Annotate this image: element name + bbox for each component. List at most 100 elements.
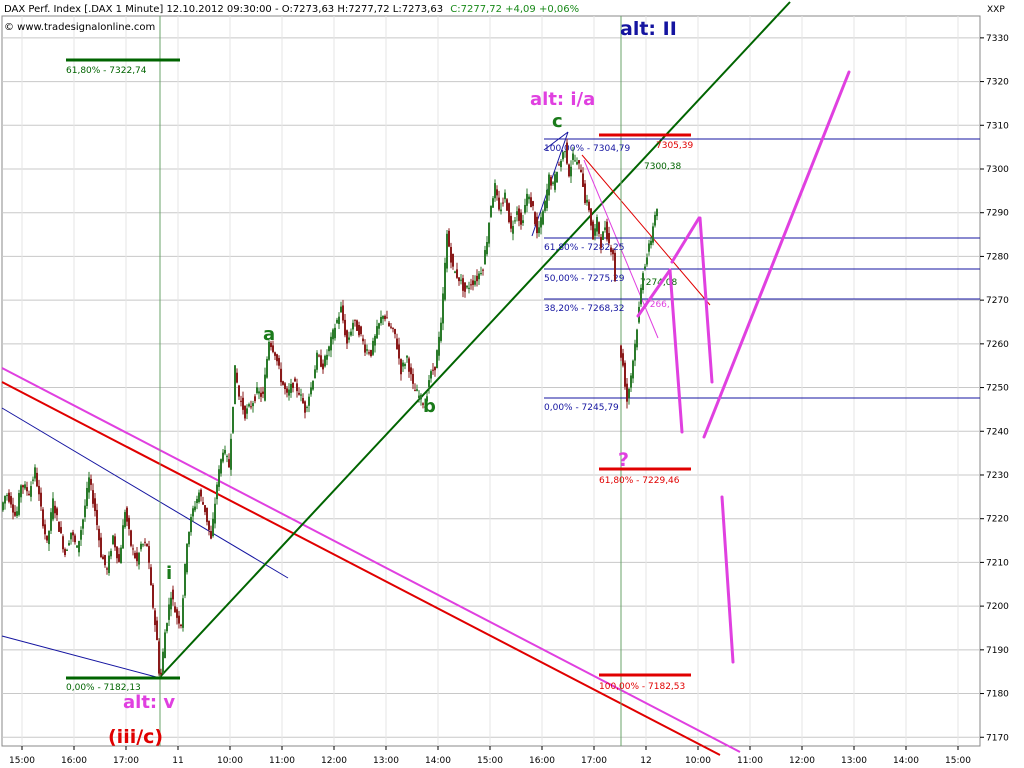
x-tick-label: 12:00: [321, 756, 347, 766]
candle-body: [160, 672, 162, 675]
candle-body: [462, 278, 464, 291]
candle-body: [524, 204, 526, 213]
candle-body: [152, 584, 154, 608]
x-tick-label: 14:00: [425, 756, 451, 766]
candle-body: [208, 520, 210, 530]
candle-body: [520, 212, 522, 225]
candle-body: [178, 615, 180, 624]
candle-body: [368, 352, 370, 354]
axis-unit-label: XXP: [987, 5, 1005, 15]
candle-body: [112, 535, 114, 545]
candle-body: [590, 208, 592, 226]
y-tick-label: 7170: [986, 733, 1009, 743]
candle-body: [56, 508, 58, 516]
y-tick-label: 7220: [986, 515, 1009, 525]
candle-body: [322, 363, 324, 370]
candle-body: [644, 266, 646, 269]
candle-body: [416, 389, 418, 391]
candle-body: [132, 548, 134, 550]
blue-triangle-top: [543, 131, 569, 151]
candle-body: [414, 390, 416, 392]
candle-body: [92, 490, 94, 504]
fib-blue-0-label: 0,00% - 7245,79: [544, 403, 619, 413]
candle-body: [378, 323, 380, 329]
candle-body: [172, 589, 174, 600]
fib-green-61-label: 61,80% - 7322,74: [66, 66, 147, 76]
candle-body: [424, 406, 426, 408]
fib-blue-100-label: 100,00% - 7304,79: [544, 144, 631, 154]
candle-body: [360, 326, 362, 335]
candle-body: [274, 352, 276, 356]
wave-label-c: c: [552, 111, 563, 132]
candle-body: [558, 164, 560, 166]
candle-body: [340, 306, 342, 313]
candle-body: [574, 160, 576, 162]
candle-body: [580, 169, 582, 173]
candle-body: [142, 544, 144, 546]
candle-body: [630, 375, 632, 388]
value-label-7266: 7266,: [644, 300, 670, 310]
candle-body: [440, 322, 442, 341]
x-tick-label: 13:00: [841, 756, 867, 766]
candle-body: [570, 166, 572, 177]
candle-body: [648, 243, 650, 252]
candle-body: [16, 511, 18, 516]
candle-body: [90, 478, 92, 485]
candle-body: [100, 537, 102, 557]
candle-body: [58, 521, 60, 532]
candle-body: [154, 610, 156, 626]
x-tick-label: 15:00: [477, 756, 503, 766]
x-tick-label: 15:00: [9, 756, 35, 766]
candle-body: [548, 174, 550, 196]
x-tick-label: 16:00: [61, 756, 87, 766]
candle-body: [606, 221, 608, 240]
candle-body: [476, 275, 478, 282]
candle-body: [400, 359, 402, 375]
candle-body: [300, 394, 302, 396]
candle-body: [576, 162, 578, 165]
y-tick-label: 7280: [986, 252, 1009, 262]
candle-body: [254, 396, 256, 402]
green-support-line: [158, 1, 791, 679]
candle-body: [552, 182, 554, 184]
candle-body: [18, 493, 20, 515]
x-tick-label: 13:00: [373, 756, 399, 766]
candle-body: [46, 535, 48, 541]
candle-body: [258, 391, 260, 394]
wave-label-alt-v: alt: v: [123, 692, 175, 713]
candle-body: [318, 355, 320, 357]
candle-body: [64, 549, 66, 556]
candle-body: [502, 202, 504, 204]
candle-body: [220, 459, 222, 474]
candle-body: [302, 398, 304, 404]
candle-body: [180, 624, 182, 627]
projection-seg-1: [636, 268, 672, 318]
candle-body: [278, 358, 280, 366]
red-channel-line: [1, 381, 721, 756]
candle-body: [206, 507, 208, 522]
website-credit: © www.tradesignalonline.com: [4, 22, 155, 33]
candle-body: [374, 335, 376, 346]
candle-body: [134, 552, 136, 558]
candle-body: [30, 486, 32, 497]
candle-body: [228, 459, 230, 468]
candle-body: [332, 329, 334, 340]
x-axis: 15:00 16:00 17:00 11 10:00 11:00 12:00 13:00 14:…: [9, 746, 971, 766]
candle-body: [370, 349, 372, 357]
candle-body: [246, 408, 248, 414]
candle-body: [290, 383, 292, 393]
candle-body: [162, 651, 164, 674]
wave-label-iii-c: (iii/c): [108, 726, 163, 748]
candle-body: [314, 369, 316, 379]
candle-body: [38, 485, 40, 495]
candle-body: [28, 493, 30, 496]
candle-body: [240, 400, 242, 402]
candle-body: [74, 535, 76, 543]
projection-path: [636, 70, 851, 664]
candle-body: [612, 249, 614, 255]
candle-body: [252, 403, 254, 407]
candle-body: [32, 479, 34, 481]
y-tick-label: 7330: [986, 34, 1009, 44]
candle-body: [406, 355, 408, 358]
price-candles: [2, 138, 658, 676]
